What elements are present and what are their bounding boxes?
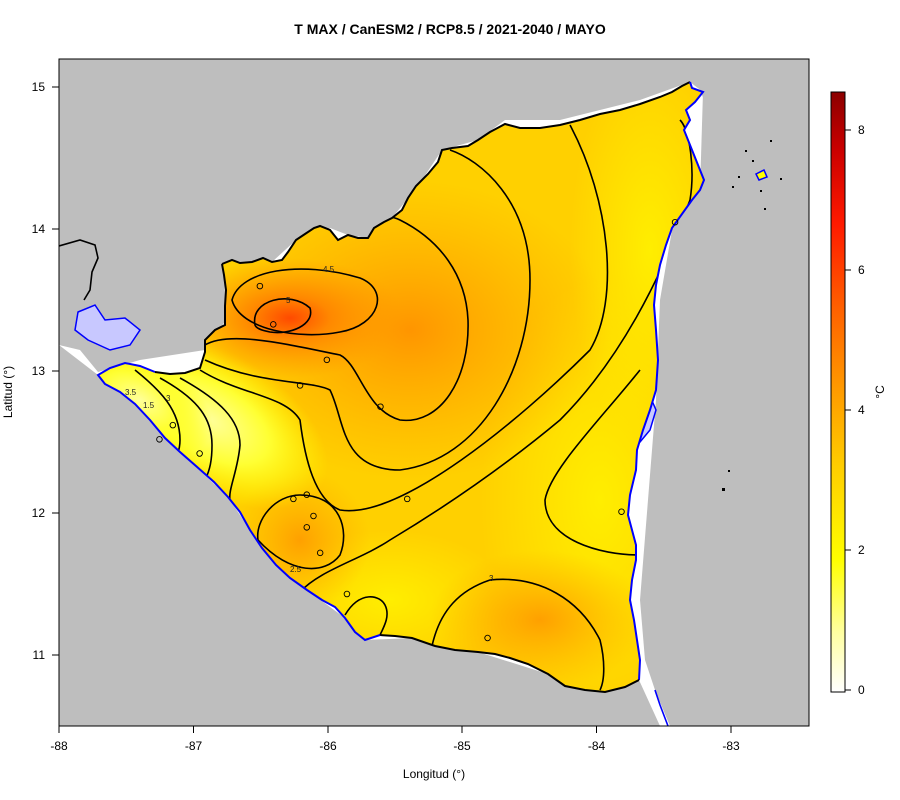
y-tick-label: 15 [32,80,46,94]
colorbar: 0 2 4 6 8 °C [830,91,887,697]
contour-label: 3.5 [125,388,137,397]
station-marker [310,512,317,520]
honduras-land [59,59,809,380]
station-marker [403,495,411,503]
station-marker [256,282,264,290]
southern-border [379,634,640,694]
station-marker [196,450,203,457]
x-tick-label: -86 [319,739,337,753]
contour-label: 5 [286,296,291,305]
station-marker [303,491,311,498]
stations [156,218,679,642]
contour-label: 3 [166,394,171,403]
pacific-coast [96,361,381,642]
y-axis-title: Latitud (°) [1,366,15,418]
gulf-of-fonseca [74,304,142,351]
station-marker [316,549,324,557]
plot-title: T MAX / CanESM2 / RCP8.5 / 2021-2040 / M… [294,21,606,37]
colorbar-tick-label: 8 [858,123,865,137]
caribbean-coast [626,81,706,681]
station-marker [290,495,297,503]
contour-lines [134,119,693,691]
station-marker [296,382,304,389]
station-marker [169,421,177,429]
station-marker [343,590,351,598]
x-tick-label: -87 [185,739,203,753]
colorbar-tick-label: 0 [858,683,865,697]
el-salvador-border [59,239,99,301]
y-axis: 11 12 13 14 15 [32,80,60,662]
contour-labels: 4.5 5 3 3 2.5 3.5 1.5 [125,265,494,583]
colorbar-tick-label: 6 [858,263,865,277]
colorbar-tick-label: 2 [858,543,865,557]
station-marker [156,436,163,443]
station-marker [303,524,311,531]
x-axis-title: Longitud (°) [403,767,465,781]
contour-label: 2.5 [290,565,302,574]
station-marker [671,218,679,226]
caribbean-cays [722,140,782,491]
y-tick-label: 11 [33,648,46,662]
station-marker [323,356,331,364]
x-axis: -88 -87 -86 -85 -84 -83 [50,725,740,753]
contour-label: 1.5 [143,401,155,410]
pacific-area [59,345,380,726]
contour-label: 3 [489,574,494,583]
station-marker [484,634,491,642]
x-tick-label: -88 [50,739,68,753]
x-tick-label: -83 [722,739,740,753]
colorbar-gradient [830,91,846,693]
contour-label: 4.5 [323,265,335,274]
northern-border [221,81,691,265]
corn-island [754,168,768,181]
x-tick-label: -85 [453,739,471,753]
y-tick-label: 13 [32,364,46,378]
y-tick-label: 14 [32,222,46,236]
station-marker [270,321,277,328]
colorbar-tick-label: 4 [858,403,865,417]
costa-rica-land [365,638,660,726]
caribbean-area [640,59,809,726]
costa-rica-coast [654,689,669,727]
gulf-border [154,263,228,376]
station-marker [618,508,625,515]
y-tick-label: 12 [32,506,46,520]
station-marker [377,403,384,410]
colorbar-unit: °C [873,385,887,399]
x-tick-label: -84 [588,739,606,753]
